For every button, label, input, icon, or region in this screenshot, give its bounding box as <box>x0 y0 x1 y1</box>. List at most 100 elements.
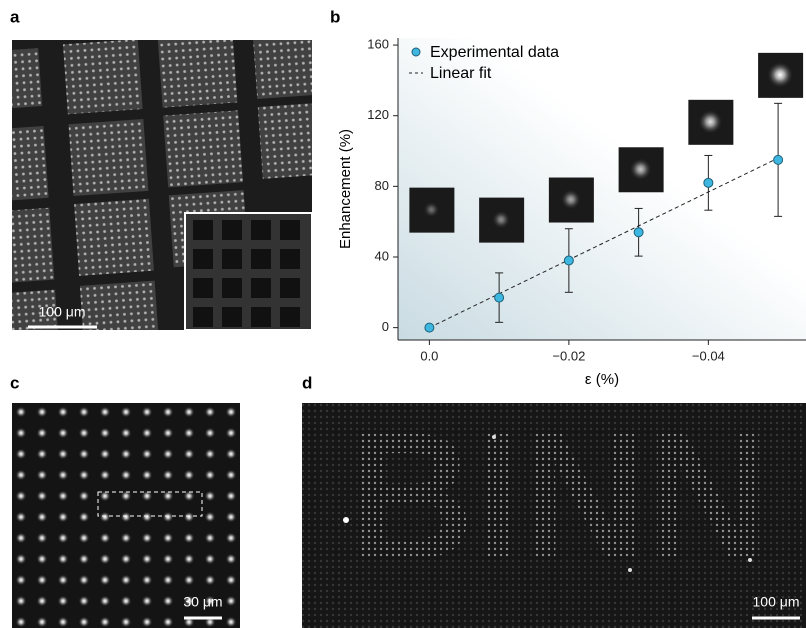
spot <box>226 575 237 586</box>
spot <box>205 470 216 481</box>
spot <box>37 470 48 481</box>
inset-spot <box>698 110 722 134</box>
spot <box>163 428 174 439</box>
spot <box>79 512 90 523</box>
spot <box>16 617 27 628</box>
spot <box>163 512 174 523</box>
data-point <box>425 323 434 332</box>
spot <box>142 575 153 586</box>
spot <box>121 407 132 418</box>
spot <box>184 449 195 460</box>
spot <box>163 596 174 607</box>
panel-label: b <box>330 7 340 26</box>
data-point <box>634 228 643 237</box>
spot <box>16 491 27 502</box>
spot <box>100 533 111 544</box>
spot <box>226 428 237 439</box>
legend-label: Experimental data <box>430 44 559 61</box>
x-tick-label: 0.0 <box>420 348 438 363</box>
spot <box>16 470 27 481</box>
spot <box>58 596 69 607</box>
spot <box>163 470 174 481</box>
spot <box>142 407 153 418</box>
spot <box>37 617 48 628</box>
y-tick-label: 0 <box>382 319 389 334</box>
spot <box>205 407 216 418</box>
spot <box>58 554 69 565</box>
spot <box>79 554 90 565</box>
spot <box>79 575 90 586</box>
spot <box>184 470 195 481</box>
spot <box>37 407 48 418</box>
spot <box>142 554 153 565</box>
spot <box>142 512 153 523</box>
spot <box>121 512 132 523</box>
plot-background <box>398 38 806 340</box>
spot <box>37 596 48 607</box>
inset-spot <box>492 211 510 229</box>
x-axis-label: ε (%) <box>585 371 619 388</box>
spot <box>58 449 69 460</box>
spot <box>226 449 237 460</box>
legend-marker <box>412 48 420 56</box>
legend-label: Linear fit <box>430 65 492 82</box>
y-axis-label: Enhancement (%) <box>337 129 354 249</box>
spot <box>205 428 216 439</box>
spot <box>163 554 174 565</box>
spot <box>163 575 174 586</box>
x-tick-label: −0.02 <box>552 348 585 363</box>
spot <box>37 491 48 502</box>
scale-bar-label: 30 μm <box>183 594 222 610</box>
spot <box>184 428 195 439</box>
spot <box>58 428 69 439</box>
panel-label: d <box>302 373 312 392</box>
image-d: BINN <box>302 396 806 628</box>
spot <box>100 596 111 607</box>
spot <box>226 512 237 523</box>
spot <box>226 617 237 628</box>
spot <box>184 533 195 544</box>
spot <box>226 554 237 565</box>
spot <box>121 533 132 544</box>
spot <box>79 617 90 628</box>
y-tick-label: 80 <box>375 178 389 193</box>
spot <box>205 512 216 523</box>
spot <box>58 617 69 628</box>
data-point <box>704 178 713 187</box>
spot <box>226 533 237 544</box>
spot <box>79 449 90 460</box>
spot <box>226 596 237 607</box>
spot <box>79 407 90 418</box>
inset-spot <box>767 62 793 88</box>
spot <box>184 512 195 523</box>
data-point <box>495 293 504 302</box>
figure: a 100 μm c 30 μm BINN d 100 μm b 0408012… <box>0 0 806 628</box>
spot <box>121 617 132 628</box>
scale-bar-label: 100 μm <box>753 594 800 610</box>
spot <box>16 596 27 607</box>
spot <box>163 407 174 418</box>
inset-spot <box>630 158 652 180</box>
spot <box>121 470 132 481</box>
spot <box>100 617 111 628</box>
spot <box>79 533 90 544</box>
panel-label: a <box>10 7 20 26</box>
spot <box>121 575 132 586</box>
spot <box>16 407 27 418</box>
scale-bar-label: 100 μm <box>39 304 86 320</box>
spot <box>58 512 69 523</box>
spot <box>58 470 69 481</box>
spot <box>37 554 48 565</box>
spot <box>205 533 216 544</box>
panel-label: c <box>10 373 19 392</box>
spot <box>37 533 48 544</box>
spot <box>205 449 216 460</box>
spot <box>16 575 27 586</box>
data-point <box>564 256 573 265</box>
spot <box>163 449 174 460</box>
inset-spot <box>423 202 439 218</box>
spot <box>184 575 195 586</box>
spot <box>37 449 48 460</box>
spot <box>79 470 90 481</box>
